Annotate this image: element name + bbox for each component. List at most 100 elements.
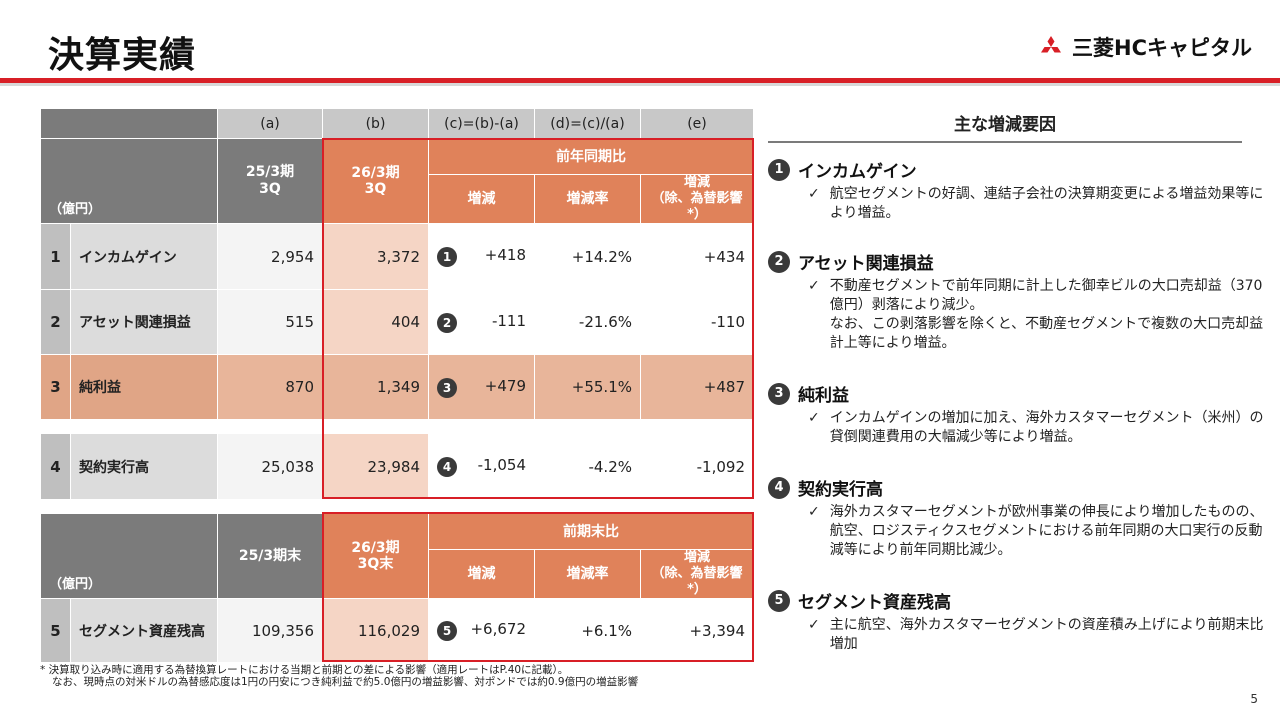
factor-heading: 純利益 (798, 386, 849, 406)
row-number: 3 (40, 354, 71, 420)
col-header-curr-3q: 26/3期 3Q (322, 138, 429, 224)
change-text: -111 (491, 311, 526, 330)
change-text: -1,054 (477, 456, 526, 474)
factor-body: 海外カスタマーセグメントが欧州事業の伸長により増加したものの、航空、ロジスティク… (829, 504, 1264, 558)
row-label: 純利益 (70, 354, 218, 420)
factor-heading: インカムゲイン (798, 162, 917, 182)
value-excl-fx: +434 (640, 223, 754, 290)
row-number: 1 (40, 223, 71, 290)
value-prev: 25,038 (217, 433, 323, 500)
table-row: 4 契約実行高 25,038 23,984 4 -1,054 -4.2% -1,0… (40, 433, 754, 500)
row-number: 2 (40, 289, 71, 355)
sub-header-rate: 増減率 (534, 549, 641, 599)
number-badge: 1 (437, 247, 457, 267)
unit-label: （億円） (40, 138, 218, 224)
factor-body: 主に航空、海外カスタマーセグメントの資産積み上げにより前期末比増加 (829, 617, 1264, 652)
value-change: 5 +6,672 (428, 598, 535, 663)
value-excl-fx: +487 (640, 354, 754, 420)
factor-item: 2 アセット関連損益 ✓ 不動産セグメントで前年同期に計上した御幸ビルの大口売却益（… (768, 249, 1268, 353)
factor-item: 1 インカムゲイン ✓ 航空セグメントの好調、連結子会社の決算期変更による増益効果等… (768, 157, 1268, 223)
table-row-highlight: 3 純利益 870 1,349 3 +479 +55.1% +487 (40, 354, 754, 420)
value-prev: 109,356 (217, 598, 323, 663)
value-curr: 3,372 (322, 223, 429, 290)
check-icon: ✓ (808, 504, 820, 520)
value-excl-fx: +3,394 (640, 598, 754, 663)
row-number: 5 (40, 598, 71, 663)
number-badge: 1 (768, 158, 790, 181)
check-icon: ✓ (808, 410, 820, 426)
value-change: 3 +479 (428, 354, 535, 420)
segment-assets-table: （億円） 25/3期末 26/3期 3Q末 前期末比 増減 増減率 増減 （除、… (40, 513, 754, 663)
sub-header-rate: 増減率 (534, 174, 641, 224)
col-letter-b: (b) (322, 108, 429, 139)
factor-body: インカムゲインの増加に加え、海外カスタマーセグメント（米州）の貸倒関連費用の大幅… (829, 410, 1264, 445)
value-curr: 404 (322, 289, 429, 355)
col-letter-d: (d)=(c)/(a) (534, 108, 641, 139)
current-period-highlight-box (322, 138, 754, 499)
unit-label: （億円） (40, 513, 218, 599)
value-rate: -4.2% (534, 433, 641, 500)
header-gray-rule (0, 83, 1280, 86)
number-badge: 2 (768, 250, 790, 273)
value-rate: +6.1% (534, 598, 641, 663)
company-logo: 三菱HCキャピタル (1038, 32, 1252, 62)
three-diamonds-icon (1041, 36, 1061, 53)
logo-text: 三菱HCキャピタル (1072, 36, 1252, 60)
table-row: 5 セグメント資産残高 109,356 116,029 5 +6,672 +6.1… (40, 598, 754, 663)
check-icon: ✓ (808, 278, 820, 294)
col-letter-c: (c)=(b)-(a) (428, 108, 535, 139)
col-letter-a: (a) (217, 108, 323, 139)
row-number: 4 (40, 433, 71, 500)
number-badge: 2 (437, 312, 457, 333)
number-badge: 5 (768, 589, 790, 612)
value-curr: 23,984 (322, 433, 429, 500)
factor-heading: セグメント資産残高 (798, 593, 951, 613)
number-badge: 4 (437, 457, 457, 477)
factor-body: 不動産セグメントで前年同期に計上した御幸ビルの大口売却益（370億円）剥落により… (829, 278, 1264, 351)
footnote: * 決算取り込み時に適用する為替換算レートにおける当期と前期との差による影響（適… (40, 664, 638, 688)
factor-item: 4 契約実行高 ✓ 海外カスタマーセグメントが欧州事業の伸長により増加したものの、航… (768, 475, 1268, 560)
page-number: 5 (1250, 692, 1258, 706)
value-curr: 1,349 (322, 354, 429, 420)
change-text: +479 (484, 376, 526, 395)
results-table: (a) (b) (c)=(b)-(a) (d)=(c)/(a) (e) （億円）… (40, 108, 754, 500)
value-change: 4 -1,054 (428, 433, 535, 500)
col-header-prev-3q: 25/3期 3Q (217, 138, 323, 224)
factor-heading: アセット関連損益 (798, 254, 934, 274)
sub-header-change: 増減 (428, 174, 535, 224)
value-rate: +55.1% (534, 354, 641, 420)
value-rate: -21.6% (534, 289, 641, 355)
footnote-line-1: * 決算取り込み時に適用する為替換算レートにおける当期と前期との差による影響（適… (40, 664, 569, 676)
row-label: アセット関連損益 (70, 289, 218, 355)
col-letter-e: (e) (640, 108, 754, 139)
value-curr: 116,029 (322, 598, 429, 663)
factor-heading: 契約実行高 (798, 480, 883, 500)
number-badge: 4 (768, 476, 790, 499)
number-badge: 3 (437, 377, 457, 398)
row-label: 契約実行高 (70, 433, 218, 500)
group-header-vs-prev-end: 前期末比 (428, 513, 754, 550)
table-row: 1 インカムゲイン 2,954 3,372 1 +418 +14.2% +434 (40, 223, 754, 290)
sub-header-excl-fx: 増減 （除、為替影響*） (640, 174, 754, 224)
value-prev: 870 (217, 354, 323, 420)
check-icon: ✓ (808, 617, 820, 633)
value-rate: +14.2% (534, 223, 641, 290)
value-prev: 2,954 (217, 223, 323, 290)
col-header-prev-end: 25/3期末 (217, 513, 323, 599)
row-label: セグメント資産残高 (70, 598, 218, 663)
footnote-line-2: なお、現時点の対米ドルの為替感応度は1円の円安につき純利益で約5.0億円の増益影… (52, 676, 639, 688)
number-badge: 5 (437, 621, 457, 641)
factors-panel: 主な増減要因 1 インカムゲイン ✓ 航空セグメントの好調、連結子会社の決算期変更に… (768, 110, 1268, 654)
row-label: インカムゲイン (70, 223, 218, 290)
change-text: +6,672 (470, 620, 526, 638)
factor-body: 航空セグメントの好調、連結子会社の決算期変更による増益効果等により増益。 (829, 186, 1264, 221)
current-period-highlight-box-2 (322, 512, 754, 662)
number-badge: 3 (768, 382, 790, 405)
check-icon: ✓ (808, 186, 820, 202)
change-text: +418 (484, 246, 526, 264)
group-header-yoy: 前年同期比 (428, 138, 754, 175)
value-change: 1 +418 (428, 223, 535, 290)
factor-item: 3 純利益 ✓ インカムゲインの増加に加え、海外カスタマーセグメント（米州）の貸倒関… (768, 381, 1268, 447)
sub-header-excl-fx: 増減 （除、為替影響*） (640, 549, 754, 599)
value-prev: 515 (217, 289, 323, 355)
